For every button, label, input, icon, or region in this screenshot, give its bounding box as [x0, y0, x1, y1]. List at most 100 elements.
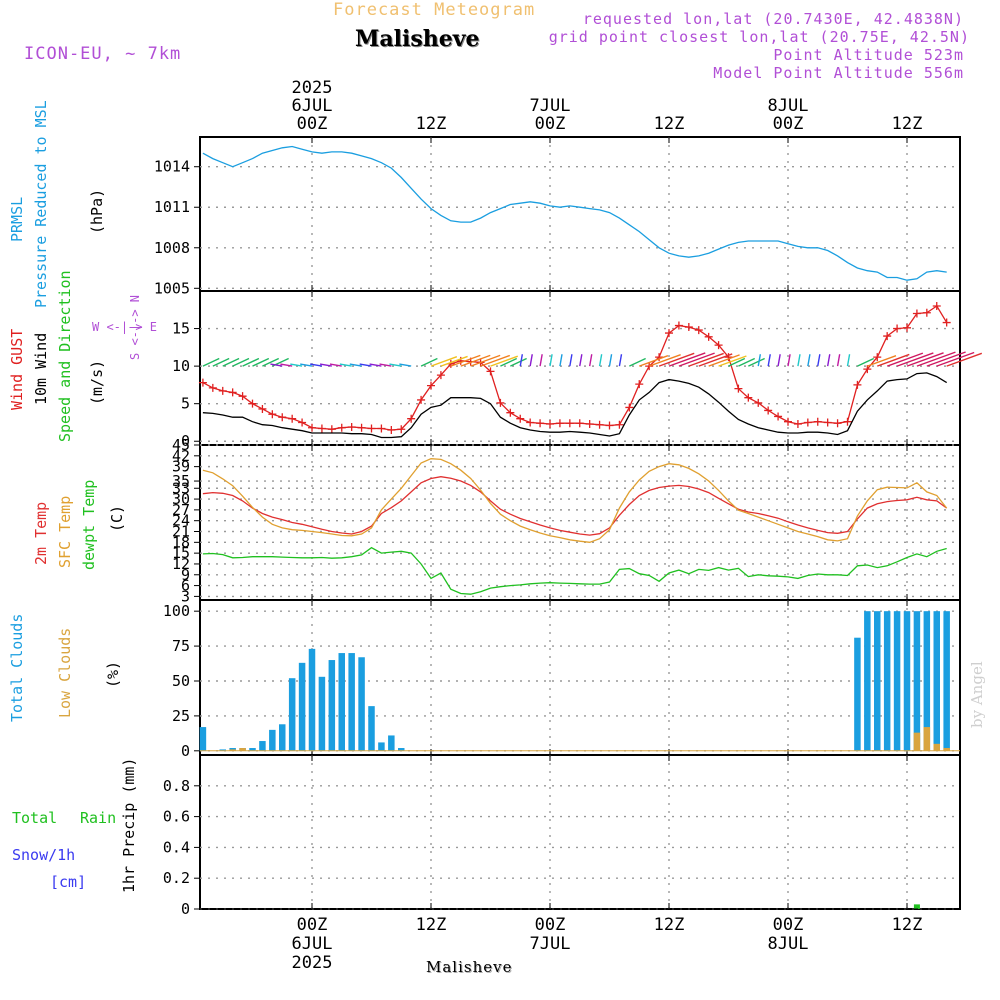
ytick-label-pressure: 1014 — [154, 158, 190, 176]
bar-total-clouds — [864, 611, 871, 751]
precip-label-a: Total — [12, 809, 58, 827]
wind-arrow — [319, 363, 332, 367]
wind-arrow — [379, 363, 392, 367]
wind-arrow — [290, 363, 303, 367]
footer-station: Malisheve — [426, 958, 513, 976]
bottom-axis-label: 7JUL — [530, 934, 571, 954]
ytick-label-clouds: 75 — [172, 637, 190, 655]
ytick-label-clouds: 100 — [163, 602, 190, 620]
top-axis-label: 8JUL — [768, 96, 809, 116]
gust-marker — [526, 418, 535, 427]
bar-total-clouds — [269, 729, 276, 751]
bar-total-clouds — [298, 662, 306, 751]
wind-arrow — [300, 363, 313, 367]
gust-marker — [248, 399, 257, 408]
gust-marker — [674, 321, 683, 330]
wind-arrow — [826, 354, 831, 367]
gust-marker — [784, 417, 792, 426]
wind-arrow — [757, 354, 762, 367]
gust-marker — [575, 419, 584, 428]
gust-marker — [922, 308, 931, 317]
gust-marker — [843, 417, 852, 426]
wind-arrow — [329, 363, 342, 367]
wind-arrow — [738, 357, 756, 367]
gust-marker — [486, 367, 495, 376]
series-line-prmsl — [202, 145, 947, 281]
gust-marker — [546, 419, 554, 428]
bar-total-clouds — [249, 748, 256, 751]
top-year-label: 2025 — [292, 78, 333, 98]
wind-arrow — [867, 355, 897, 367]
bar-total-clouds — [308, 648, 316, 751]
wind-arrow — [529, 354, 533, 367]
wind-arrow — [202, 357, 220, 367]
bar-low-clouds — [943, 748, 950, 751]
requested-coords: requested lon,lat (20.7430E, 42.4838N) — [582, 10, 964, 28]
bar-low-clouds — [229, 749, 236, 751]
gust-marker — [506, 408, 515, 417]
wind-arrow — [579, 354, 583, 367]
wind-arrow — [668, 352, 706, 367]
gust-marker — [258, 404, 267, 413]
model-altitude: Model Point Altitude 556m — [713, 64, 964, 82]
gust-marker — [238, 392, 247, 401]
bar-total-clouds — [933, 611, 940, 751]
top-axis-label: 12Z — [416, 114, 447, 134]
gust-marker — [317, 424, 326, 433]
bar-low-clouds — [933, 743, 940, 751]
bar-total-clouds — [903, 611, 911, 751]
wind-arrow — [252, 357, 270, 367]
wind-arrow — [946, 352, 983, 367]
gust-marker — [883, 332, 892, 341]
wind-arrow — [886, 352, 924, 367]
gust-marker — [744, 393, 753, 402]
point-altitude: Point Altitude 523m — [773, 46, 964, 64]
bar-total-clouds — [943, 611, 950, 751]
ytick-label-pressure: 1008 — [154, 239, 190, 257]
wind-arrow — [389, 363, 402, 367]
ytick-label-temperature: 18 — [172, 533, 190, 551]
wind-arrow — [916, 351, 956, 367]
gust-marker — [694, 326, 703, 335]
gust-marker — [873, 353, 882, 362]
wind-arrow — [262, 357, 280, 367]
wind-arrow — [748, 357, 765, 367]
bottom-axis-label: 00Z — [297, 915, 328, 935]
series-line-dewpt-temp — [202, 546, 947, 595]
ytick-label-precip: 0.4 — [163, 838, 190, 856]
panel-frame-precip — [199, 754, 961, 910]
gust-marker — [893, 324, 902, 333]
gust-marker — [268, 410, 277, 419]
gust-marker — [585, 419, 594, 428]
bar-total-clouds — [199, 727, 207, 751]
gust-marker — [407, 414, 416, 423]
bar-low-clouds — [923, 727, 931, 751]
ytick-label-wind: 5 — [181, 395, 190, 413]
wind-arrow — [339, 363, 352, 367]
gust-marker — [714, 341, 723, 350]
bar-total-clouds — [893, 611, 901, 751]
bottom-axis-label: 00Z — [535, 915, 566, 935]
gust-marker — [605, 421, 614, 430]
bar-total-clouds — [913, 611, 921, 751]
gust-marker — [218, 386, 227, 395]
bottom-axis-label: 12Z — [416, 915, 447, 935]
wind-arrow — [440, 355, 468, 367]
ytick-label-wind: 10 — [172, 357, 190, 375]
wind-arrow — [708, 354, 740, 367]
bar-total-clouds — [219, 749, 226, 751]
wind-arrow — [906, 352, 944, 367]
top-axis-label: 7JUL — [530, 96, 571, 116]
bottom-axis-label: 8JUL — [768, 934, 809, 954]
gust-marker — [724, 353, 733, 362]
wind-arrow — [598, 354, 603, 367]
gust-marker — [942, 318, 951, 327]
wind-arrow — [430, 356, 458, 367]
bottom-axis-label: 2025 — [292, 953, 333, 973]
wind-arrow — [767, 354, 771, 367]
wind-arrow — [877, 353, 910, 367]
wind-arrow — [718, 355, 747, 367]
ytick-label-wind: 0 — [181, 432, 190, 450]
panel-frame-temperature — [199, 444, 961, 601]
wind-arrow — [212, 357, 230, 367]
